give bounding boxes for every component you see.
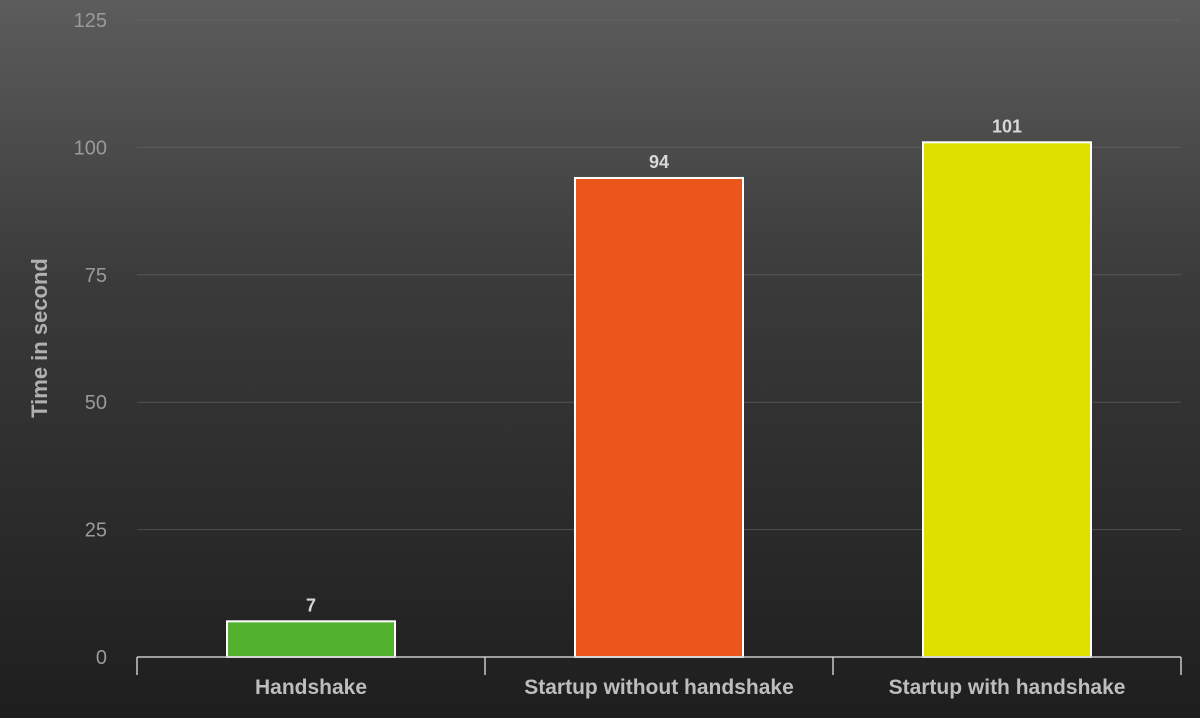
bar-startup-without-handshake <box>574 176 744 658</box>
y-axis-title: Time in second <box>27 258 52 418</box>
y-axis-ticks: 0 25 50 75 100 125 <box>74 10 107 669</box>
y-tick-label-0: 0 <box>96 647 107 669</box>
y-tick-label-75: 75 <box>85 265 107 287</box>
y-tick-label-100: 100 <box>74 137 107 159</box>
bar-startup-with-handshake <box>922 141 1092 658</box>
bar-handshake <box>226 620 396 659</box>
x-category-label-2: Startup with handshake <box>889 676 1126 699</box>
data-label-0: 7 <box>306 595 316 615</box>
x-axis: Handshake Startup without handshake Startu… <box>136 656 1182 699</box>
data-label-1: 94 <box>649 152 669 172</box>
data-label-2: 101 <box>992 116 1022 136</box>
y-tick-label-50: 50 <box>85 392 107 414</box>
y-tick-label-25: 25 <box>85 520 107 542</box>
x-category-label-0: Handshake <box>255 676 367 699</box>
x-category-label-1: Startup without handshake <box>524 676 794 699</box>
y-tick-label-125: 125 <box>74 10 107 32</box>
bars: 7 94 101 <box>226 116 1092 659</box>
